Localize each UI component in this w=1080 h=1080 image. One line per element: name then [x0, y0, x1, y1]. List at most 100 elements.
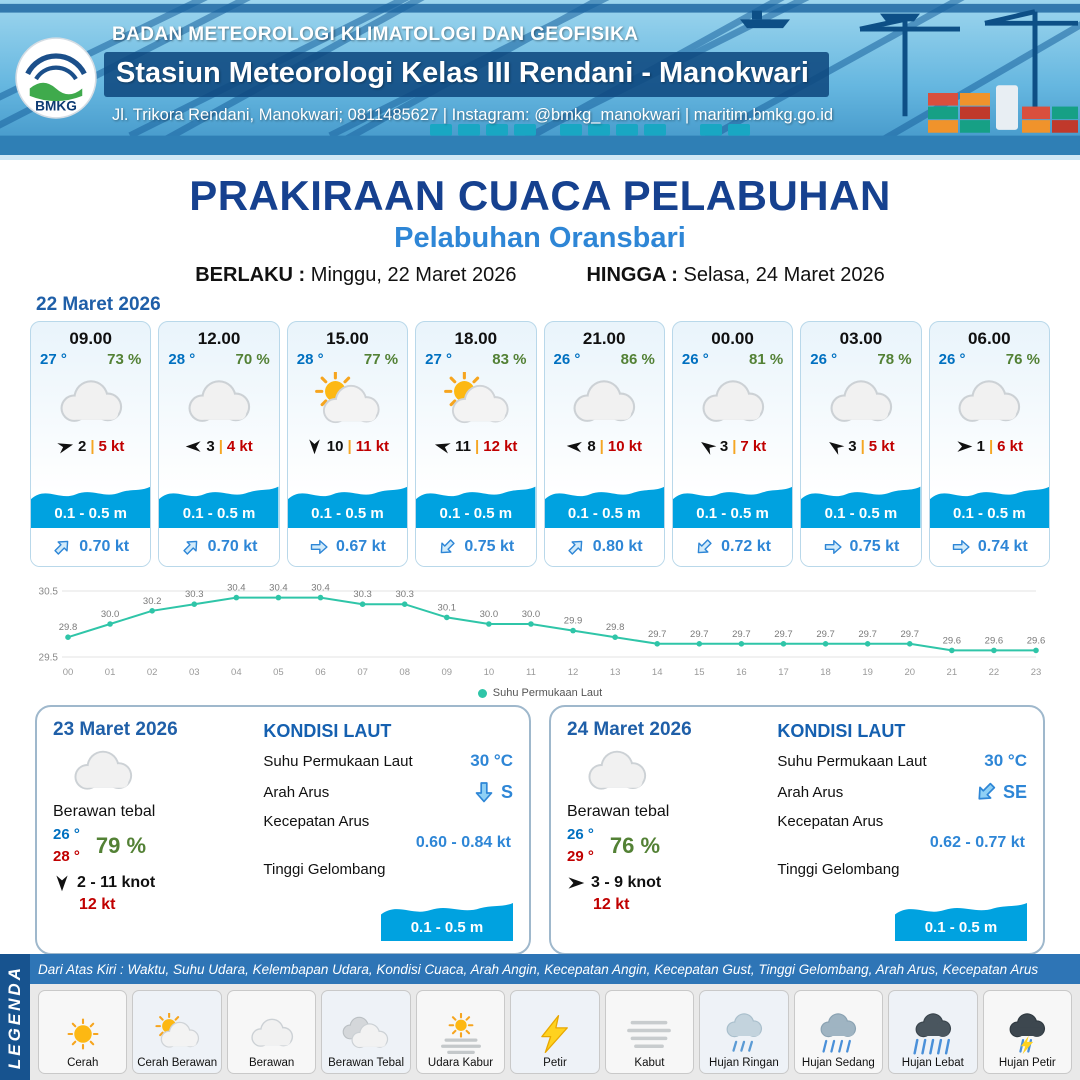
svg-text:30.1: 30.1: [438, 602, 457, 613]
port-illustration: [0, 0, 1080, 155]
forecast-time: 18.00: [454, 329, 498, 348]
wave-height-band: 0.1 - 0.5 m: [544, 478, 664, 528]
wave-height-band: 0.1 - 0.5 m: [672, 478, 793, 528]
berawan-tebal-icon: [342, 1016, 389, 1049]
forecast-time: 09.00: [69, 329, 112, 348]
wave-height: 0.1 - 0.5 m: [182, 505, 256, 522]
gust-speed: 6 kt: [997, 438, 1024, 455]
wave-height-band: 0.1 - 0.5 m: [31, 478, 151, 528]
svg-text:29.8: 29.8: [59, 622, 78, 633]
humidity: 86 %: [620, 351, 655, 368]
svg-text:29.7: 29.7: [816, 629, 835, 640]
legend-item: Cerah Berawan: [132, 990, 222, 1074]
wave-height-band: 0.1 - 0.5 m: [929, 478, 1049, 528]
air-temperature: 27 °: [40, 351, 67, 368]
gust-speed: 4 kt: [226, 438, 253, 455]
svg-text:29.7: 29.7: [648, 629, 667, 640]
hujan-sedang-icon: [820, 1013, 857, 1053]
svg-text:20: 20: [904, 667, 915, 678]
current-speed: 0.75 kt: [849, 538, 900, 555]
air-temperature: 26 °: [938, 351, 966, 368]
legend-item-label: Hujan Petir: [998, 1057, 1056, 1069]
current-direction-icon: [951, 537, 971, 557]
svg-text:29.7: 29.7: [900, 629, 919, 640]
current-row: 0.75 kt: [801, 528, 921, 566]
svg-text:13: 13: [610, 667, 621, 678]
forecast-time: 12.00: [197, 329, 241, 348]
weather-icon: [571, 743, 663, 801]
wind-direction-icon: [53, 874, 71, 892]
sst-label: Suhu Permukaan Laut: [263, 752, 413, 770]
validity-period: BERLAKU : Minggu, 22 Maret 2026 HINGGA :…: [0, 264, 1080, 287]
wind-row: 2 | 5 kt: [57, 438, 124, 455]
air-temperature: 26 °: [681, 351, 709, 368]
wind-speed: 3: [719, 438, 729, 455]
agency-name: BADAN METEOROLOGI KLIMATOLOGI DAN GEOFIS…: [112, 24, 639, 45]
weather-icon: [159, 368, 278, 438]
current-speed: 0.70 kt: [79, 538, 130, 555]
forecast-time: 06.00: [968, 329, 1011, 348]
berlaku-label: BERLAKU :: [195, 264, 306, 286]
sst-value: 30 °C: [984, 751, 1027, 770]
forecast-time: 03.00: [839, 329, 883, 348]
wind-speed: 8: [587, 438, 596, 455]
svg-text:30.4: 30.4: [227, 583, 246, 594]
forecast-cards-row: 09.00 27 ° 73 % 2 | 5 kt 0.1 - 0.5 m: [0, 319, 1080, 567]
current-direction-icon: [433, 533, 461, 561]
legend-item-label: Berawan: [248, 1057, 295, 1069]
weather-icon: [57, 743, 149, 801]
forecast-card: 18.00 27 ° 83 % 11 | 12 kt 0.1 - 0.5 m: [415, 321, 537, 567]
svg-text:10: 10: [484, 667, 495, 678]
wind-speed: 1: [976, 438, 985, 455]
petir-icon: [541, 1014, 568, 1054]
current-speed: 0.75 kt: [464, 538, 515, 555]
berawan-icon: [573, 380, 636, 422]
wind-range: 2 - 11 knot: [77, 873, 156, 891]
svg-text:30.0: 30.0: [101, 609, 120, 620]
weather-icon: [673, 368, 792, 438]
legend-item-label: Hujan Sedang: [801, 1057, 875, 1069]
hingga-label: HINGGA :: [586, 264, 678, 286]
wave-height-band: 0.1 - 0.5 m: [801, 478, 921, 528]
cerah-icon: [67, 1018, 99, 1050]
legend-weather-icon: [244, 1013, 300, 1055]
berlaku-value: Minggu, 22 Maret 2026: [310, 264, 517, 286]
sst-label: Suhu Permukaan Laut: [777, 752, 927, 770]
sea-condition-title: KONDISI LAUT: [777, 721, 906, 741]
humidity: 81 %: [749, 351, 784, 368]
legend-item: Cerah: [38, 990, 128, 1074]
gust-separator: |: [732, 438, 737, 455]
current-row: 0.67 kt: [287, 528, 408, 566]
svg-text:06: 06: [315, 667, 326, 678]
svg-text:29.6: 29.6: [985, 635, 1004, 646]
wind-row: 1 | 6 kt: [956, 438, 1023, 455]
current-direction: SE: [1002, 781, 1027, 802]
svg-text:14: 14: [652, 667, 663, 678]
current-row: 0.70 kt: [31, 528, 151, 566]
svg-text:16: 16: [736, 667, 747, 678]
svg-text:01: 01: [105, 667, 116, 678]
gust-separator: |: [599, 438, 604, 455]
current-speed: 0.72 kt: [721, 538, 771, 555]
legend-item: Hujan Lebat: [888, 990, 978, 1074]
legend-item: Hujan Sedang: [793, 990, 884, 1074]
gust-speed: 12 kt: [483, 438, 518, 455]
wind-direction-icon: [824, 435, 848, 459]
kabut-icon: [627, 1020, 672, 1048]
humidity: 78 %: [877, 351, 912, 368]
humidity: 76 %: [1005, 351, 1040, 368]
wave-height: 0.1 - 0.5 m: [54, 505, 127, 522]
svg-text:29.5: 29.5: [39, 653, 59, 664]
hujan-lebat-icon: [913, 1013, 951, 1055]
current-direction-icon: [309, 537, 329, 557]
hingga-value: Selasa, 24 Maret 2026: [683, 264, 885, 286]
day-summary-card: 24 Maret 2026 Berawan tebal 26 ° 29 ° 76…: [549, 705, 1045, 955]
svg-text:22: 22: [989, 667, 1000, 678]
svg-text:29.7: 29.7: [774, 629, 793, 640]
weather-icon: [288, 368, 407, 438]
wind-row: 3 | 4 kt: [185, 438, 253, 455]
wind-direction-icon: [696, 435, 720, 459]
legend-item: Berawan: [226, 990, 317, 1074]
air-temperature: 26 °: [553, 351, 581, 368]
svg-text:15: 15: [694, 667, 705, 678]
